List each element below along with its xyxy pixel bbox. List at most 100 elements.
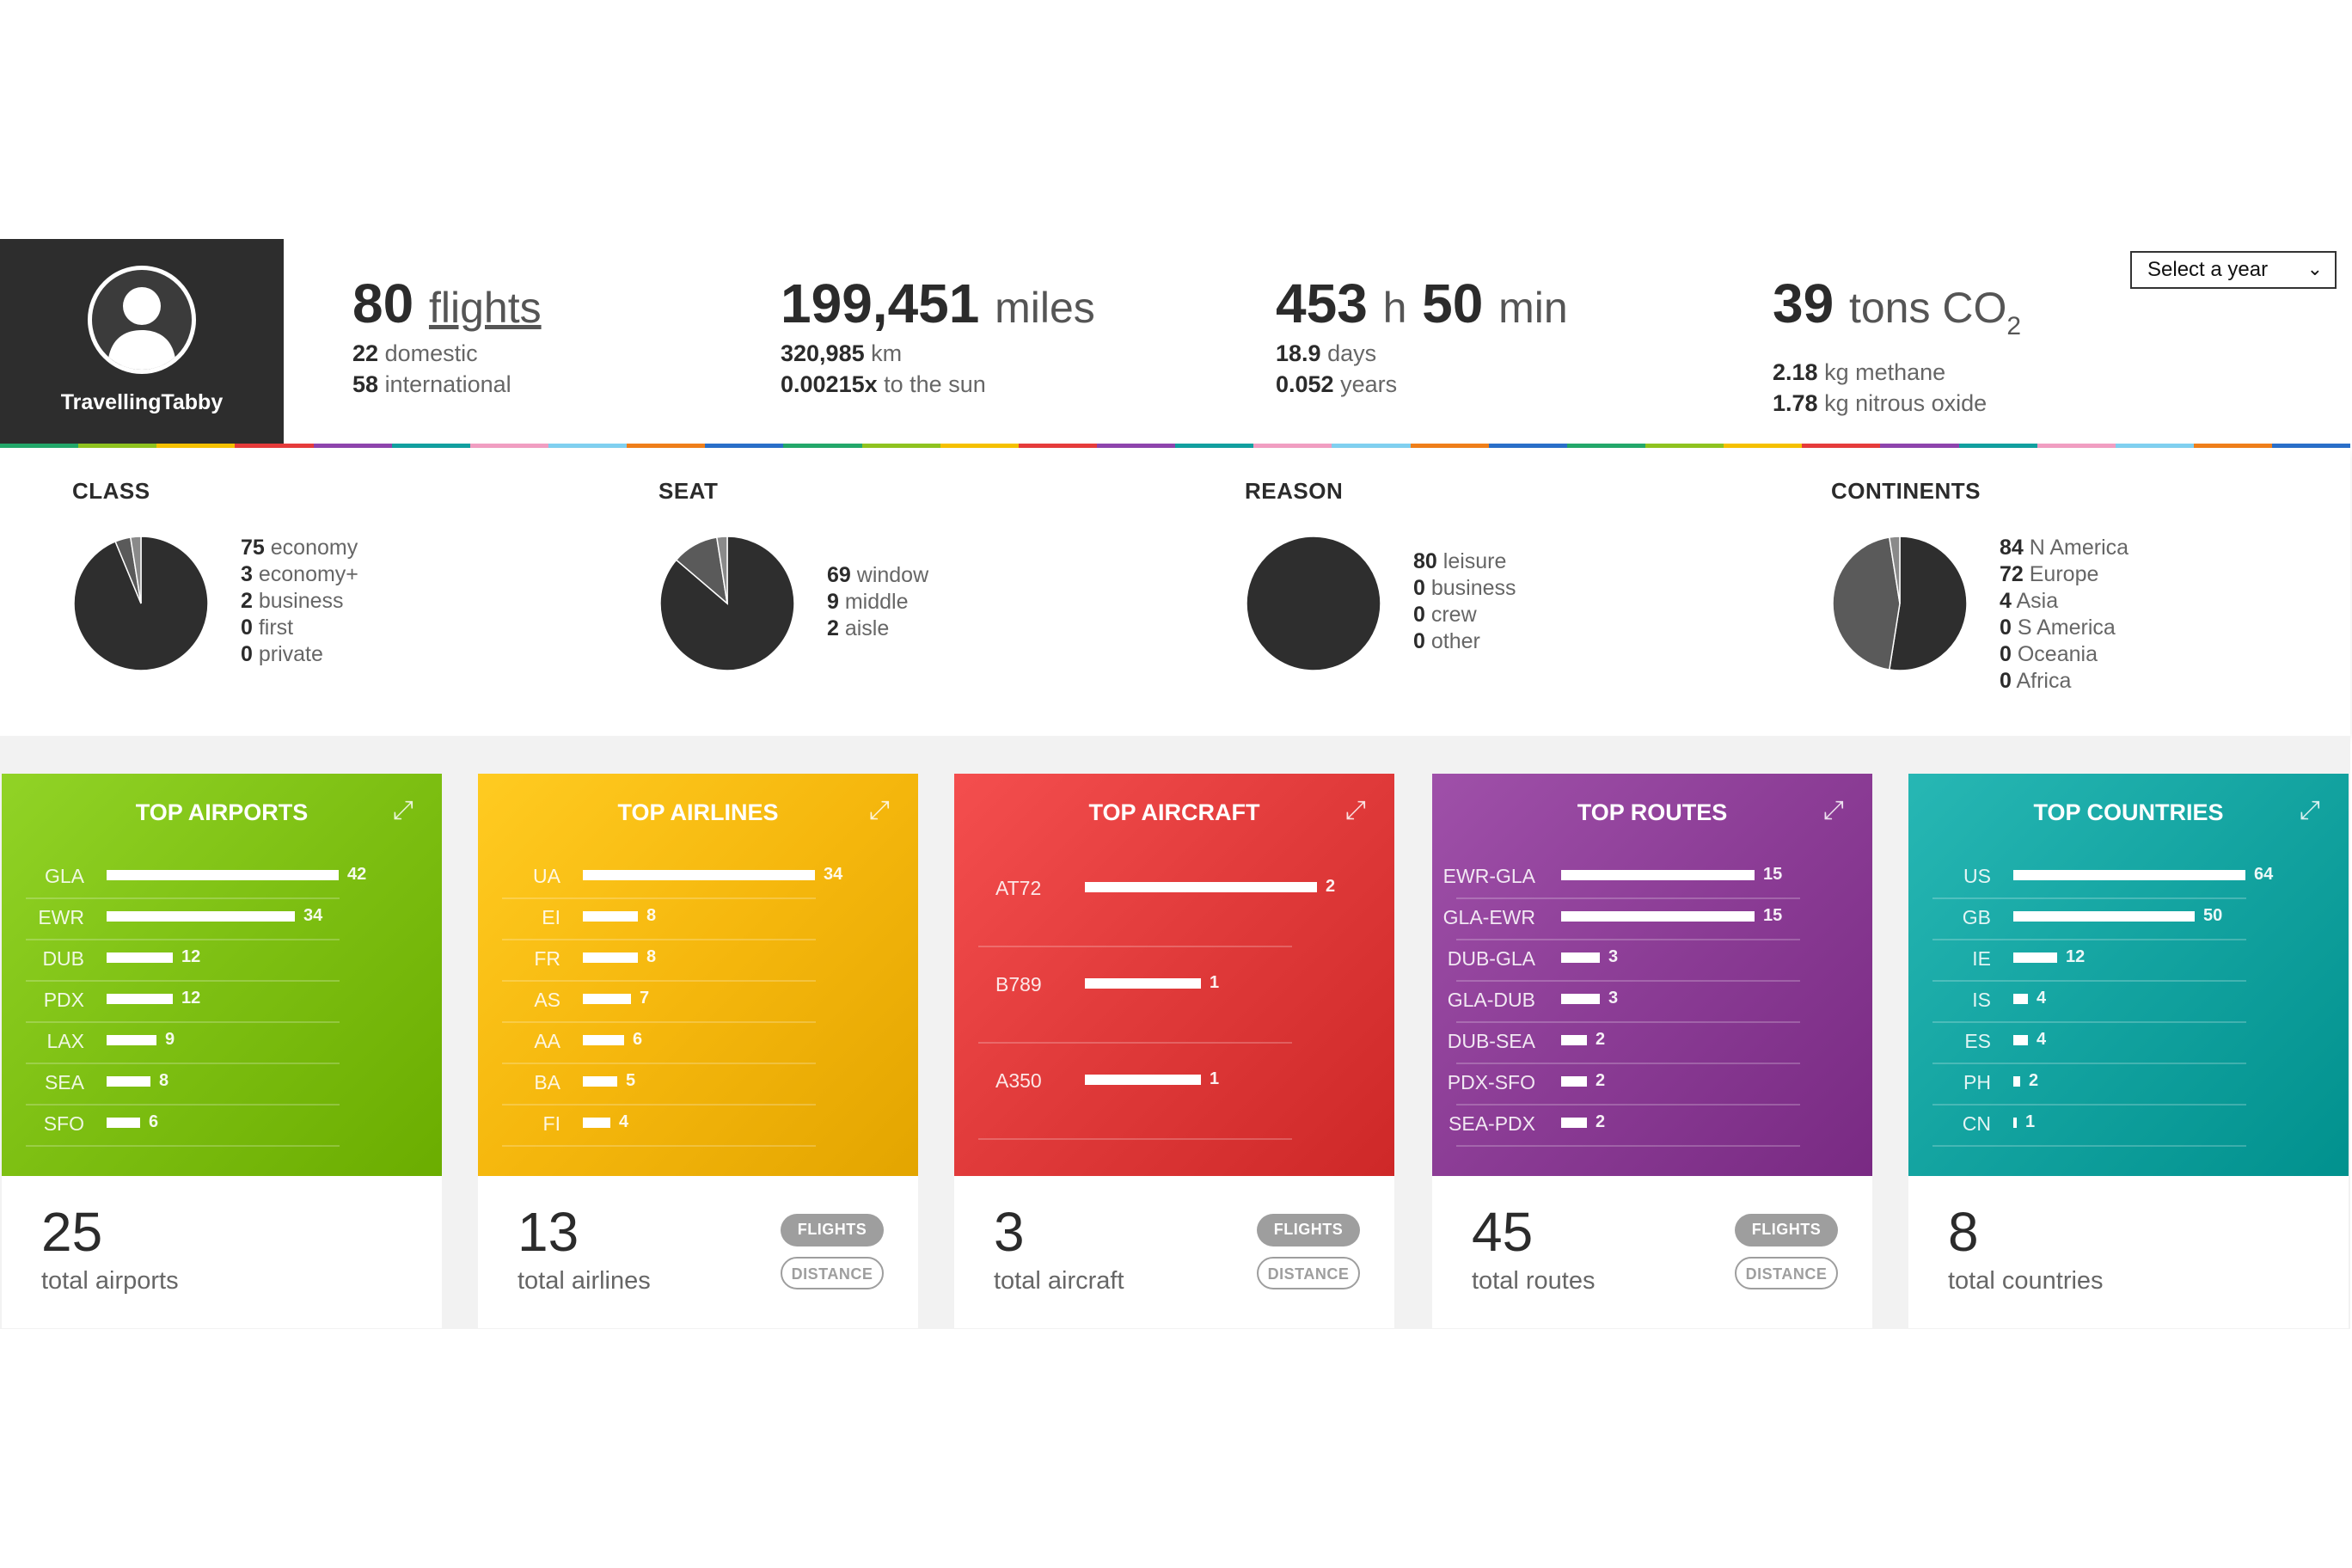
expand-icon[interactable]: ⤢ — [1345, 796, 1366, 824]
list-item[interactable]: EWR 34 — [26, 899, 340, 940]
expand-icon[interactable]: ⤢ — [869, 796, 890, 824]
list-item[interactable]: B789 1 — [978, 947, 1292, 1044]
distance-toggle-button[interactable]: DISTANCE — [1735, 1257, 1838, 1289]
list-item[interactable]: GB 50 — [1932, 899, 2246, 940]
days-label: days — [1327, 340, 1377, 366]
list-item-bar — [583, 870, 815, 880]
days-value: 18.9 — [1276, 340, 1321, 366]
list-item-value: 12 — [181, 947, 201, 966]
list-item-label: GLA — [44, 865, 84, 887]
list-item[interactable]: AA 6 — [502, 1023, 816, 1064]
list-item-value: 12 — [2066, 947, 2086, 966]
list-item[interactable]: GLA 42 — [26, 858, 366, 899]
legend-label: Asia — [2011, 589, 2059, 613]
list-item-value: 5 — [626, 1071, 636, 1090]
list-item[interactable]: ES 4 — [1932, 1023, 2246, 1064]
legend-label: first — [252, 616, 294, 640]
list-item[interactable]: DUB-SEA 2 — [1448, 1023, 1800, 1064]
list-item-label: GB — [1962, 906, 1991, 928]
total-airlines-label: total airlines — [518, 1267, 651, 1295]
list-item[interactable]: FR 8 — [502, 940, 816, 982]
top-airlines-footer: 13 total airlines FLIGHTS DISTANCE — [478, 1176, 918, 1328]
flights-toggle-button[interactable]: FLIGHTS — [1257, 1214, 1360, 1246]
list-item[interactable]: SEA 8 — [26, 1064, 340, 1106]
list-item-bar — [2013, 1035, 2028, 1045]
list-item[interactable]: PDX-SFO 2 — [1448, 1064, 1800, 1106]
expand-icon[interactable]: ⤢ — [1823, 796, 1844, 824]
rainbow-segment — [1566, 444, 1645, 448]
rainbow-segment — [548, 444, 628, 448]
list-item-value: 50 — [2203, 906, 2223, 925]
list-item[interactable]: EI 8 — [502, 899, 816, 940]
list-item[interactable]: IE 12 — [1932, 940, 2246, 982]
distance-toggle-button[interactable]: DISTANCE — [781, 1257, 884, 1289]
flights-link[interactable]: flights — [428, 284, 542, 332]
rainbow-segment — [1332, 444, 1411, 448]
flights-toggle-button[interactable]: FLIGHTS — [781, 1214, 884, 1246]
top-airports-header: TOP AIRPORTS ⤢ GLA 42 EWR 34 DUB 12 PDX 12 LAX 9 S… — [2, 774, 442, 1176]
list-item-value: 42 — [347, 865, 367, 884]
list-item[interactable]: US 64 — [1932, 858, 2273, 899]
list-item-label: PDX — [43, 989, 84, 1011]
list-item[interactable]: CN 1 — [1932, 1106, 2246, 1147]
expand-icon[interactable]: ⤢ — [393, 796, 413, 824]
list-item[interactable]: PDX 12 — [26, 982, 340, 1023]
rainbow-segment — [940, 444, 1019, 448]
total-routes-label: total routes — [1472, 1267, 1596, 1295]
list-item[interactable]: LAX 9 — [26, 1023, 340, 1064]
list-item[interactable]: A350 1 — [978, 1044, 1292, 1140]
rainbow-segment — [2115, 444, 2194, 448]
seat-legend: 69 window 9 middle 2 aisle — [827, 562, 928, 642]
flights-toggle-button[interactable]: FLIGHTS — [1735, 1214, 1838, 1246]
minutes-unit: min — [1498, 284, 1568, 332]
profile-panel[interactable]: TravellingTabby — [0, 239, 284, 444]
expand-icon[interactable]: ⤢ — [2300, 796, 2320, 824]
list-item[interactable]: DUB-GLA 3 — [1448, 940, 1800, 982]
rainbow-segment — [1253, 444, 1332, 448]
list-item[interactable]: PH 2 — [1932, 1064, 2246, 1106]
user-silhouette-icon — [88, 266, 196, 374]
list-item-value: 9 — [165, 1030, 175, 1049]
list-item[interactable]: AT72 2 — [978, 851, 1335, 947]
miles-value: 199,451 — [781, 273, 980, 334]
list-item[interactable]: EWR-GLA 15 — [1443, 858, 1800, 899]
top-aircraft-card: TOP AIRCRAFT ⤢ AT72 2 B789 1 A350 1 3 total a… — [954, 774, 1394, 1328]
distance-toggle-button[interactable]: DISTANCE — [1257, 1257, 1360, 1289]
username: TravellingTabby — [60, 390, 224, 414]
list-item[interactable]: GLA-DUB 3 — [1448, 982, 1800, 1023]
total-aircraft-label: total aircraft — [994, 1267, 1124, 1295]
list-item-bar — [1561, 994, 1600, 1004]
legend-item: 0 business — [1413, 575, 1516, 602]
list-item[interactable]: SEA-PDX 2 — [1449, 1106, 1800, 1147]
top-airports-card: TOP AIRPORTS ⤢ GLA 42 EWR 34 DUB 12 PDX 12 LAX 9 S… — [2, 774, 442, 1328]
reason-legend: 80 leisure 0 business 0 crew 0 other — [1413, 548, 1516, 655]
list-item[interactable]: UA 34 — [502, 858, 842, 899]
legend-item: 69 window — [827, 562, 928, 589]
list-item[interactable]: GLA-EWR 15 — [1443, 899, 1800, 940]
rainbow-segment — [783, 444, 862, 448]
list-item[interactable]: AS 7 — [502, 982, 816, 1023]
total-countries-count: 8 — [1948, 1201, 1979, 1263]
list-item-label: EWR-GLA — [1442, 865, 1535, 887]
legend-count: 3 — [241, 562, 253, 586]
top-countries-header: TOP COUNTRIES ⤢ US 64 GB 50 IE 12 IS 4 ES 4 PH 2 CN 1 — [1908, 774, 2349, 1176]
list-item-value: 8 — [646, 906, 657, 925]
co2-subscript: 2 — [2006, 311, 2022, 340]
list-item[interactable]: IS 4 — [1932, 982, 2246, 1023]
year-select[interactable]: Select a year ⌄ — [2130, 251, 2337, 289]
continents-pie-chart — [1832, 536, 1968, 671]
list-item-bar — [2013, 911, 2195, 922]
legend-label: Africa — [2011, 669, 2072, 693]
list-item[interactable]: SFO 6 — [26, 1106, 340, 1147]
list-item-bar — [1085, 1075, 1201, 1085]
years-value: 0.052 — [1276, 371, 1334, 397]
international-count: 58 — [352, 371, 379, 397]
list-item[interactable]: BA 5 — [502, 1064, 816, 1106]
list-item-bar — [583, 1076, 617, 1087]
top-airlines-card: TOP AIRLINES ⤢ UA 34 EI 8 FR 8 AS 7 AA 6 BA 5 FI 4 13… — [478, 774, 918, 1328]
legend-count: 0 — [2000, 669, 2012, 693]
list-item-label: B789 — [995, 973, 1042, 995]
list-item[interactable]: FI 4 — [502, 1106, 816, 1147]
list-item-bar — [1085, 978, 1201, 989]
list-item[interactable]: DUB 12 — [26, 940, 340, 982]
